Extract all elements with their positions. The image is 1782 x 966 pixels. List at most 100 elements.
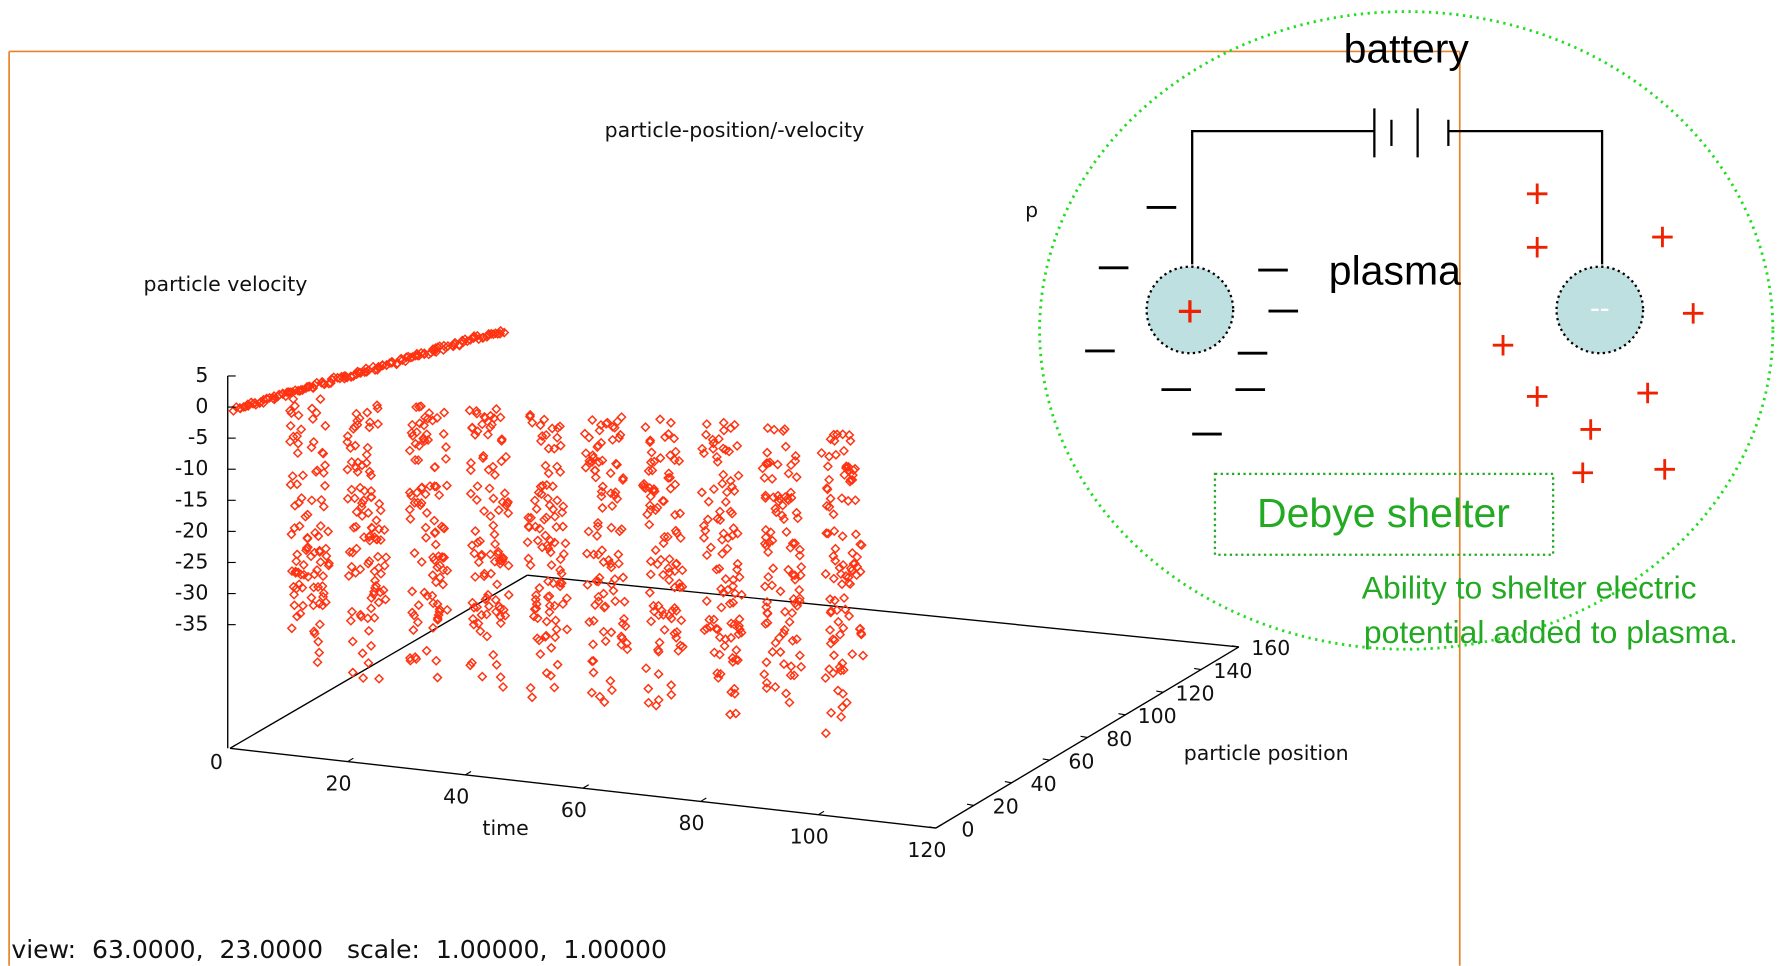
point [435, 491, 443, 499]
point [314, 658, 322, 666]
z-tick-label: -15 [175, 487, 208, 511]
point [648, 448, 656, 456]
point [774, 460, 782, 468]
point [317, 522, 325, 530]
point [471, 527, 479, 535]
point [822, 729, 830, 737]
point [375, 500, 383, 508]
point [735, 472, 743, 480]
point [607, 628, 615, 636]
point [607, 469, 615, 477]
point [367, 471, 375, 479]
positive-charge [1683, 303, 1703, 323]
point [553, 496, 561, 504]
point [827, 709, 835, 717]
point [655, 670, 663, 678]
point [480, 507, 488, 515]
plot-title: particle-position/-velocity [605, 118, 865, 142]
point [585, 527, 593, 535]
point [409, 626, 417, 634]
electrode-sign: + [1177, 286, 1204, 337]
point [652, 546, 660, 554]
y-tick [1118, 714, 1125, 715]
x-tick [230, 745, 236, 748]
x-tick-label: 80 [679, 811, 705, 835]
debye-title: Debye shelter [1257, 490, 1510, 536]
x-tick-label: 120 [907, 838, 946, 862]
point [486, 484, 494, 492]
point [641, 423, 649, 431]
point [826, 626, 834, 634]
scatter-points [229, 327, 867, 737]
point [763, 684, 771, 692]
point [366, 468, 374, 476]
point [442, 443, 450, 451]
point [825, 476, 833, 484]
point [375, 675, 383, 683]
point [365, 627, 373, 635]
point [618, 413, 626, 421]
positive-charge [1654, 459, 1674, 479]
point [656, 415, 664, 423]
point [789, 637, 797, 645]
point [299, 602, 307, 610]
point [314, 638, 322, 646]
point [411, 549, 419, 557]
point [476, 627, 484, 635]
point [484, 431, 492, 439]
point [661, 626, 669, 634]
z-tick-label: -5 [188, 425, 208, 449]
point [839, 690, 847, 698]
z-tick-label: -25 [175, 549, 208, 573]
z-tick-label: 5 [195, 363, 208, 387]
point [646, 589, 654, 597]
point [434, 674, 442, 682]
y-tick-label: 0 [961, 817, 974, 841]
point [703, 551, 711, 559]
positive-charge [1572, 463, 1592, 483]
point [589, 640, 597, 648]
point [473, 496, 481, 504]
point [491, 471, 499, 479]
x-tick [936, 825, 942, 828]
point [347, 617, 355, 625]
point [542, 462, 550, 470]
positive-charge [1527, 237, 1547, 257]
z-tick-label: -35 [175, 612, 208, 636]
point [797, 663, 805, 671]
point [611, 597, 619, 605]
x-tick [583, 785, 589, 788]
point [316, 395, 324, 403]
x-tick-label: 20 [326, 771, 352, 795]
point [698, 488, 706, 496]
tick-labels: 50-5-10-15-20-25-30-35020406080100120020… [175, 363, 1290, 862]
point [585, 434, 593, 442]
point [839, 532, 847, 540]
point [700, 534, 708, 542]
positive-charge [1493, 335, 1513, 355]
point [822, 674, 830, 682]
point [319, 572, 327, 580]
point [493, 580, 501, 588]
point [782, 443, 790, 451]
point [483, 632, 491, 640]
point [608, 502, 616, 510]
point [468, 541, 476, 549]
y-tick [1156, 691, 1163, 692]
point [768, 475, 776, 483]
point [406, 515, 414, 523]
point [621, 598, 629, 606]
point [406, 447, 414, 455]
point [647, 570, 655, 578]
point [550, 684, 558, 692]
point [600, 628, 608, 636]
point [443, 482, 451, 490]
y-tick [1005, 782, 1012, 783]
point [657, 556, 665, 564]
point [733, 442, 741, 450]
point [440, 430, 448, 438]
point [348, 608, 356, 616]
point [533, 505, 541, 513]
y-tick-label: 100 [1138, 704, 1177, 728]
point [489, 522, 497, 530]
